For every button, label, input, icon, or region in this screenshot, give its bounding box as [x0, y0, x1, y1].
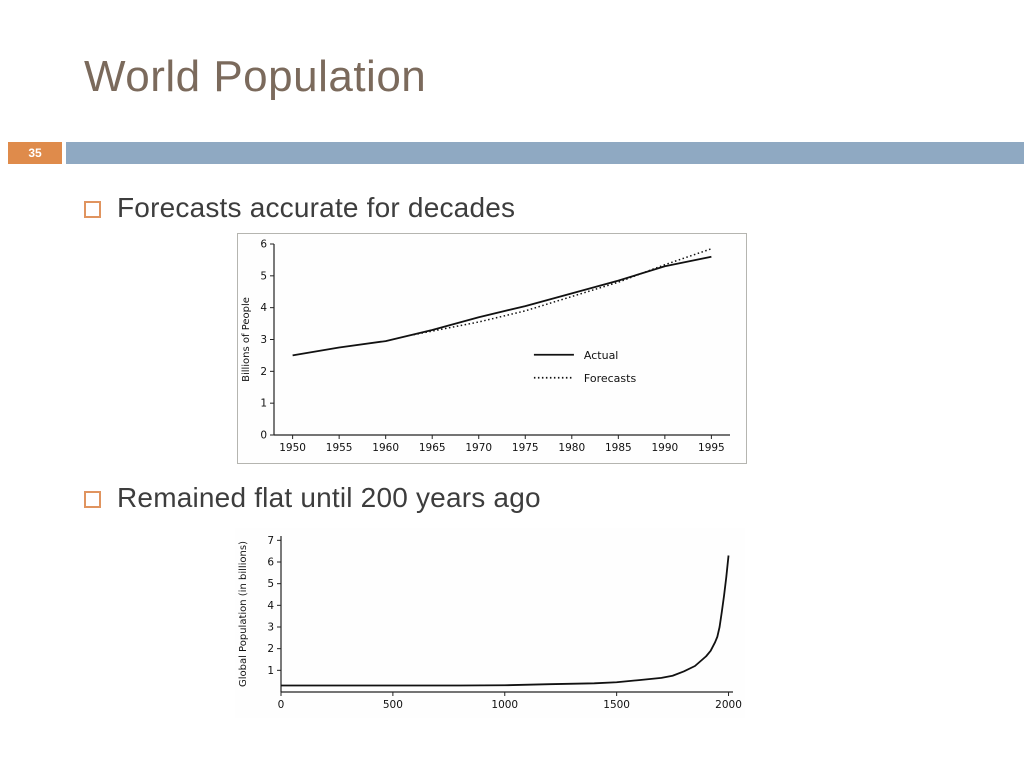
svg-text:6: 6 [260, 239, 267, 251]
svg-text:1975: 1975 [512, 442, 539, 454]
svg-text:3: 3 [267, 622, 274, 634]
svg-text:500: 500 [383, 699, 403, 711]
svg-text:1500: 1500 [603, 699, 630, 711]
bullet-text: Remained flat until 200 years ago [117, 482, 541, 513]
forecast-accuracy-chart: 0 1 2 3 4 5 6 1950 1955 1960 1965 1970 1975 1980 1985 1… [237, 233, 747, 464]
svg-text:1: 1 [267, 665, 274, 677]
svg-text:0: 0 [260, 430, 267, 442]
svg-text:Forecasts: Forecasts [584, 372, 637, 385]
bullet-text: Forecasts accurate for decades [117, 192, 516, 223]
bullet-item-forecasts: Forecasts accurate for decades [84, 192, 515, 224]
svg-text:1960: 1960 [372, 442, 399, 454]
page-title: World Population [84, 52, 427, 101]
svg-text:2000: 2000 [715, 699, 742, 711]
long-term-population-chart: 1 2 3 4 5 6 7 0 500 1000 1500 2000 Global Population… [235, 528, 745, 718]
slide-number-badge: 35 [8, 142, 62, 164]
svg-text:1000: 1000 [491, 699, 518, 711]
svg-text:1985: 1985 [605, 442, 632, 454]
bullet-square-icon [84, 201, 101, 218]
svg-text:1950: 1950 [279, 442, 306, 454]
svg-text:6: 6 [267, 557, 274, 569]
svg-text:Billions of People: Billions of People [241, 297, 252, 382]
svg-text:0: 0 [278, 699, 285, 711]
accent-bar [66, 142, 1024, 164]
long-term-population-chart-canvas: 1 2 3 4 5 6 7 0 500 1000 1500 2000 Global Population… [238, 535, 742, 711]
svg-text:3: 3 [260, 334, 267, 346]
svg-text:1955: 1955 [326, 442, 353, 454]
accent-band: 35 [0, 142, 1024, 164]
svg-text:4: 4 [260, 302, 267, 314]
svg-text:2: 2 [260, 366, 267, 378]
svg-text:1990: 1990 [651, 442, 678, 454]
forecast-accuracy-chart-canvas: 0 1 2 3 4 5 6 1950 1955 1960 1965 1970 1975 1980 1985 1… [241, 239, 730, 454]
bullet-item-flat: Remained flat until 200 years ago [84, 482, 541, 514]
svg-text:1980: 1980 [558, 442, 585, 454]
svg-text:1995: 1995 [698, 442, 725, 454]
bullet-square-icon [84, 491, 101, 508]
svg-text:5: 5 [260, 270, 267, 282]
svg-text:1970: 1970 [465, 442, 492, 454]
svg-text:Actual: Actual [584, 349, 618, 362]
svg-text:2: 2 [267, 643, 274, 655]
svg-text:5: 5 [267, 578, 274, 590]
svg-text:4: 4 [267, 600, 274, 612]
svg-text:7: 7 [267, 535, 274, 547]
svg-text:Global Population (in billions: Global Population (in billions) [238, 541, 249, 687]
svg-text:1965: 1965 [419, 442, 446, 454]
svg-text:1: 1 [260, 398, 267, 410]
